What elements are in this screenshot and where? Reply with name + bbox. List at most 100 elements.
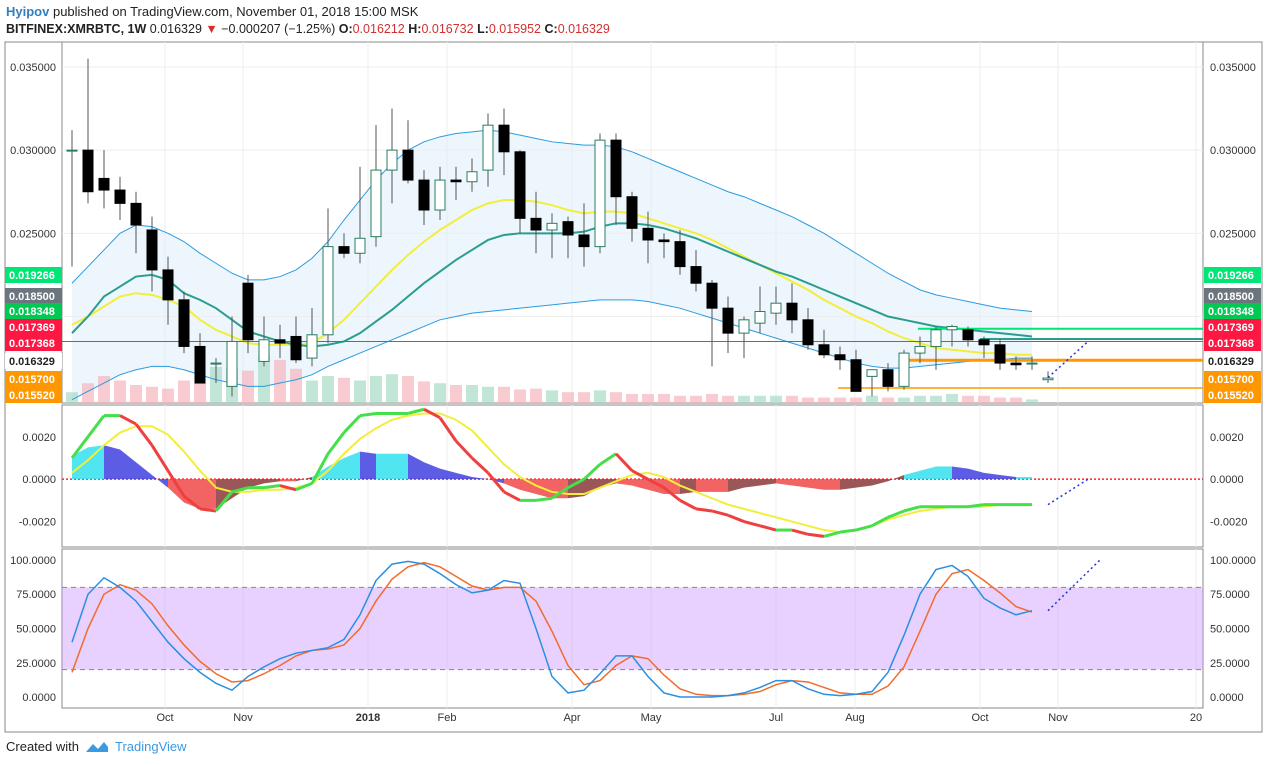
volume-bar — [370, 376, 382, 403]
macd-segment — [438, 416, 458, 442]
histogram-segment — [904, 470, 920, 480]
price-tick-right: 0.035000 — [1210, 62, 1256, 74]
macd-tick-right: -0.0020 — [1210, 517, 1247, 529]
tradingview-brand-link[interactable]: TradingView — [114, 739, 187, 754]
histogram-segment — [472, 477, 488, 480]
candle-body — [930, 329, 942, 347]
volume-bar — [162, 388, 174, 403]
price-label-bg — [1204, 335, 1261, 351]
volume-bar — [482, 386, 494, 403]
macd-segment — [711, 509, 729, 517]
open-value: 0.016212 — [352, 22, 405, 36]
macd-segment — [614, 452, 634, 472]
candle-body — [274, 339, 286, 344]
histogram-segment — [88, 445, 104, 480]
histogram-segment — [152, 474, 168, 488]
volume-bar — [450, 385, 462, 403]
histogram-segment — [728, 479, 744, 492]
histogram-segment — [744, 479, 760, 488]
published-text: published on TradingView.com, November 0… — [52, 4, 419, 19]
candle-body — [530, 217, 542, 231]
histogram-segment — [344, 451, 360, 480]
price-tick-right: 0.025000 — [1210, 228, 1256, 240]
volume-bar — [98, 376, 110, 403]
histogram-segment — [136, 462, 152, 480]
price-level-label: 0.017368 — [9, 338, 55, 350]
stoch-projection — [1047, 559, 1101, 612]
volume-bar — [802, 397, 814, 403]
candle-body — [786, 302, 798, 321]
volume-bar — [818, 397, 830, 403]
volume-bar — [306, 380, 318, 403]
macd-segment — [70, 435, 90, 459]
volume-bar — [882, 397, 894, 403]
stoch-pane[interactable] — [62, 559, 1203, 698]
macd-tick-left: 0.0020 — [22, 432, 56, 444]
pane-frame-2 — [61, 404, 1204, 548]
volume-bar — [434, 383, 446, 403]
price-level-label: 0.018348 — [9, 306, 55, 318]
macd-segment — [823, 530, 841, 538]
volume-bar — [146, 386, 158, 403]
candle-body — [338, 246, 350, 254]
volume-bar — [1026, 399, 1038, 403]
price-level-label: 0.015700 — [9, 374, 55, 386]
macd-segment — [695, 507, 713, 513]
candle-body — [850, 359, 862, 392]
stoch-k-line — [71, 560, 1033, 698]
histogram-segment — [712, 479, 728, 492]
macd-segment — [199, 507, 217, 513]
macd-segment — [535, 496, 553, 502]
price-tick-right: 0.030000 — [1210, 145, 1256, 157]
volume-bar — [674, 395, 686, 403]
candle-body — [610, 139, 622, 198]
candle-body — [82, 149, 94, 193]
macd-segment — [663, 486, 681, 502]
candle-body — [130, 202, 142, 226]
histogram-segment — [328, 457, 344, 480]
x-tick-label: Nov — [1048, 712, 1068, 724]
candle-body — [290, 335, 302, 361]
open-label: O: — [338, 22, 353, 36]
price-pane[interactable] — [62, 58, 1203, 403]
macd-segment — [679, 499, 697, 511]
macd-segment — [423, 407, 441, 420]
candle-body — [210, 362, 222, 365]
histogram-segment — [1000, 474, 1016, 480]
stoch-tick-left: 50.0000 — [16, 624, 56, 636]
histogram-segment — [632, 479, 648, 490]
volume-bar — [466, 385, 478, 403]
candle-body — [882, 369, 894, 387]
volume-bar — [994, 397, 1006, 403]
histogram-segment — [808, 479, 824, 490]
candle-body — [962, 329, 974, 341]
stoch-tick-right: 75.0000 — [1210, 589, 1250, 601]
price-level-label: 0.018500 — [9, 291, 55, 303]
volume-bar — [850, 397, 862, 403]
volume-bar — [498, 386, 510, 403]
author-link[interactable]: Hyipov — [6, 4, 50, 19]
candle-body — [626, 196, 638, 229]
volume-bar — [130, 385, 142, 403]
candle-body — [914, 345, 926, 354]
price-label-bg — [5, 387, 62, 403]
histogram-segment — [168, 479, 184, 503]
volume-bar — [658, 394, 670, 403]
candle-body — [674, 241, 686, 268]
macd-pane[interactable] — [62, 407, 1203, 538]
volume-bar — [834, 397, 846, 403]
stoch-tick-right: 50.0000 — [1210, 624, 1250, 636]
macd-segment — [407, 407, 425, 415]
candle-body — [770, 302, 782, 314]
volume-bar — [722, 395, 734, 403]
price-label-bg — [5, 353, 62, 369]
low-label: L: — [477, 22, 489, 36]
volume-bar — [770, 395, 782, 403]
volume-bar — [354, 380, 366, 403]
macd-segment — [134, 423, 154, 447]
candle-body — [242, 282, 254, 341]
macd-segment — [759, 524, 777, 532]
macd-segment — [727, 513, 745, 523]
projection-line — [1047, 340, 1089, 379]
